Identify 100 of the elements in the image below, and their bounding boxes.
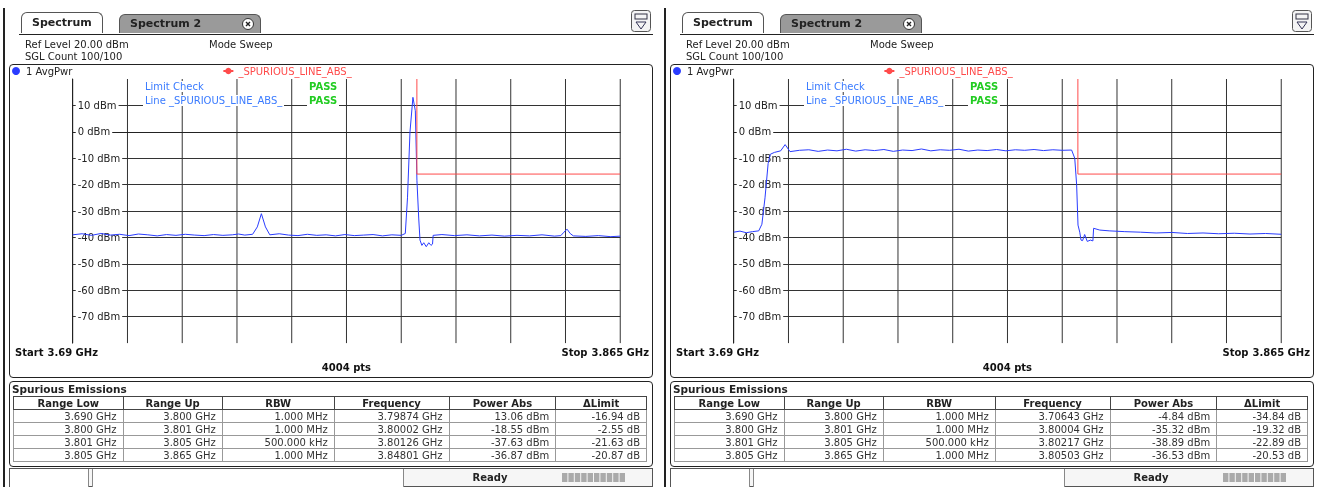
text: -22.89 dB <box>1216 435 1308 449</box>
y-tick-label: 0 dBm <box>738 126 772 138</box>
text: -37.63 dBm <box>449 435 556 449</box>
y-tick-label: -10 dBm <box>77 152 121 164</box>
text: 500.000 kHz <box>222 435 335 449</box>
text: 3.805 GHz <box>784 435 884 449</box>
text: 3.80126 GHz <box>334 435 450 449</box>
text: 3.80004 GHz <box>995 422 1111 436</box>
text: Spectrum 2 <box>780 14 922 33</box>
y-tick-label: 0 dBm <box>77 126 111 138</box>
text: 3.800 GHz <box>784 409 884 423</box>
x-tick-label: 3.865 GHz <box>591 346 650 358</box>
text: -36.87 dBm <box>449 448 556 462</box>
text: SGL Count 100/100 <box>684 51 786 62</box>
text: Spectrum <box>21 12 103 33</box>
text: 3.690 GHz <box>13 409 124 423</box>
annotation: Line _SPURIOUS_LINE_ABS_ <box>804 95 946 106</box>
text: Ref Level 20.00 dBm <box>684 39 792 50</box>
text: Ref Level 20.00 dBm <box>23 39 131 50</box>
text: Spectrum <box>682 12 764 33</box>
text: 1.000 MHz <box>222 422 335 436</box>
y-tick-label: 10 dBm <box>738 99 778 111</box>
x-tick-label: 3.69 GHz <box>47 346 99 358</box>
text: 3.80503 GHz <box>995 448 1111 462</box>
text: RBW <box>222 396 335 410</box>
text: -21.63 dB <box>555 435 647 449</box>
text: 3.801 GHz <box>674 435 785 449</box>
text: 3.865 GHz <box>784 448 884 462</box>
annotation: PASS <box>307 95 340 106</box>
text: 3.801 GHz <box>13 435 124 449</box>
text: 3.865 GHz <box>123 448 223 462</box>
text: 3.80217 GHz <box>995 435 1111 449</box>
text: 3.690 GHz <box>674 409 785 423</box>
text: Frequency <box>995 396 1111 410</box>
text: Frequency <box>334 396 450 410</box>
legend-label: _SPURIOUS_LINE_ABS_ <box>237 65 353 78</box>
text: 3.801 GHz <box>123 422 223 436</box>
y-tick-label: -50 dBm <box>77 258 121 270</box>
text: 3.805 GHz <box>123 435 223 449</box>
text: -34.84 dB <box>1216 409 1308 423</box>
text: Ready <box>1132 472 1170 483</box>
text: Ready <box>471 472 509 483</box>
text: Spurious Emissions <box>673 383 788 395</box>
text: 1.000 MHz <box>883 409 996 423</box>
y-tick-label: -50 dBm <box>738 258 782 270</box>
annotation: Limit Check <box>804 81 867 92</box>
text: Spurious Emissions <box>12 383 127 395</box>
text: Start <box>14 346 44 358</box>
line-series <box>733 144 1282 242</box>
x-tick-label: 3.865 GHz <box>1252 346 1311 358</box>
text: 1.000 MHz <box>222 448 335 462</box>
y-tick-label: -20 dBm <box>738 179 782 191</box>
annotation: PASS <box>307 81 340 92</box>
text: 3.805 GHz <box>674 448 785 462</box>
legend-label: 1 AvgPwr <box>26 65 74 77</box>
text: -4.84 dBm <box>1110 409 1217 423</box>
text: 3.80002 GHz <box>334 422 450 436</box>
text: Stop <box>1222 346 1249 358</box>
text: Spectrum 2 <box>119 14 261 33</box>
y-tick-label: 10 dBm <box>77 99 117 111</box>
text: RBW <box>883 396 996 410</box>
text: -36.53 dBm <box>1110 448 1217 462</box>
y-tick-label: -60 dBm <box>738 284 782 296</box>
text: Mode Sweep <box>207 39 275 50</box>
text: 3.79874 GHz <box>334 409 450 423</box>
text: 3.805 GHz <box>13 448 124 462</box>
y-tick-label: -30 dBm <box>77 205 121 217</box>
text: Power Abs <box>449 396 556 410</box>
text: Power Abs <box>1110 396 1217 410</box>
x-tick-label: 3.69 GHz <box>708 346 760 358</box>
text: 3.800 GHz <box>123 409 223 423</box>
annotation: Limit Check <box>143 81 206 92</box>
text: Range Up <box>123 396 223 410</box>
text: -19.32 dB <box>1216 422 1308 436</box>
text: Range Low <box>674 396 785 410</box>
y-tick-label: -40 dBm <box>738 231 782 243</box>
text: -20.87 dB <box>555 448 647 462</box>
text: Start <box>675 346 705 358</box>
text: ΔLimit <box>1216 396 1308 410</box>
text: 3.84801 GHz <box>334 448 450 462</box>
text: Stop <box>561 346 588 358</box>
text: Range Up <box>784 396 884 410</box>
text: 500.000 kHz <box>883 435 996 449</box>
y-tick-label: -10 dBm <box>738 152 782 164</box>
annotation: PASS <box>968 81 1001 92</box>
text: 13.06 dBm <box>449 409 556 423</box>
text: Mode Sweep <box>868 39 936 50</box>
annotation: PASS <box>968 95 1001 106</box>
text: 1.000 MHz <box>883 448 996 462</box>
x-axis-title: 4004 pts <box>982 361 1033 373</box>
text: Range Low <box>13 396 124 410</box>
x-axis-title: 4004 pts <box>321 361 372 373</box>
text: -20.53 dB <box>1216 448 1308 462</box>
text: 3.70643 GHz <box>995 409 1111 423</box>
legend-label: 1 AvgPwr <box>687 65 735 77</box>
text: 1.000 MHz <box>222 409 335 423</box>
text: -38.89 dBm <box>1110 435 1217 449</box>
text: 3.801 GHz <box>784 422 884 436</box>
text: 1.000 MHz <box>883 422 996 436</box>
text: -18.55 dBm <box>449 422 556 436</box>
